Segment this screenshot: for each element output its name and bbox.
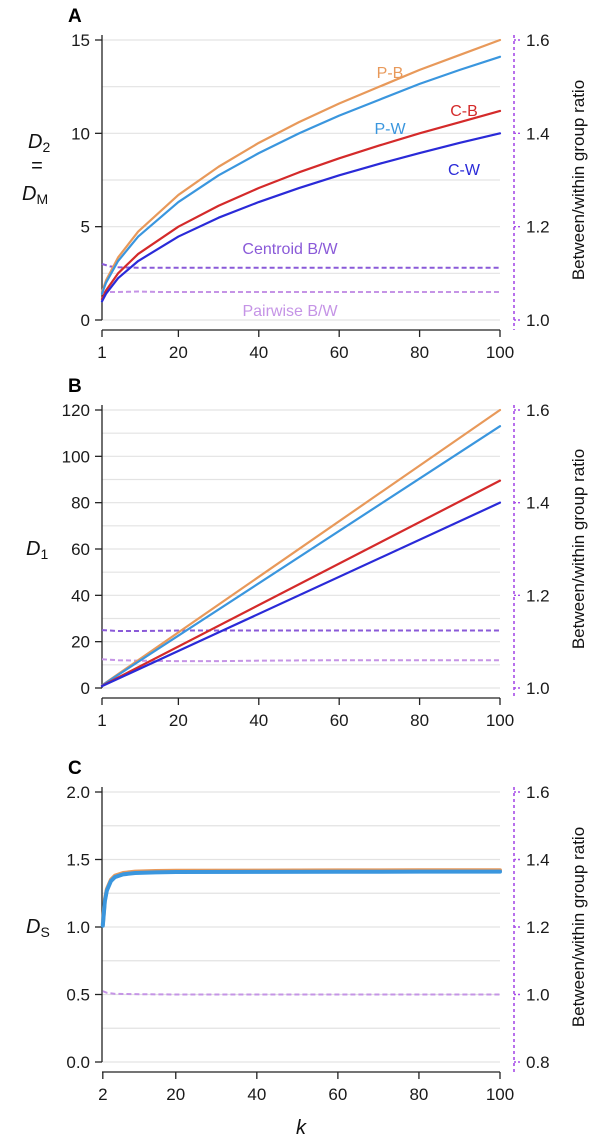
ratio-line-pairwise-b-w xyxy=(102,990,500,996)
panel-a: A 0 5 10 15 1 20 40 60 80 100 1.0 1.2 1.4 1.6 Between/w… xyxy=(22,6,588,362)
y-axis-title: DS xyxy=(26,916,50,940)
y-tick-label: 10 xyxy=(71,124,90,143)
y-tick-label: 0.5 xyxy=(66,986,90,1005)
y2-tick-label: 1.0 xyxy=(526,679,550,698)
y2-tick-label: 1.0 xyxy=(526,311,550,330)
x-tick-label: 1 xyxy=(97,711,106,730)
y-tick-label: 1.0 xyxy=(66,918,90,937)
x-tick-label: 1 xyxy=(97,343,106,362)
y2-tick-label: 1.2 xyxy=(526,918,550,937)
panel-label: B xyxy=(68,376,82,397)
annotation-pairwise: Pairwise B/W xyxy=(242,303,338,320)
y-tick-label: 80 xyxy=(71,494,90,513)
annotation-centroid: Centroid B/W xyxy=(242,241,338,258)
y-tick-label: 0 xyxy=(81,311,90,330)
x-tick-label: 20 xyxy=(166,1085,185,1104)
x-tick-label: 100 xyxy=(486,343,514,362)
x-tick-label: 100 xyxy=(486,1085,514,1104)
y2-tick-label: 1.2 xyxy=(526,218,550,237)
y-tick-label: 15 xyxy=(71,31,90,50)
y2-axis-title: Between/within group ratio xyxy=(569,449,588,649)
series-line-c-w xyxy=(100,132,502,303)
series-line-c-b xyxy=(100,109,502,301)
y-tick-label: 1.5 xyxy=(66,851,90,870)
y-tick-label: 5 xyxy=(81,218,90,237)
y-tick-label: 40 xyxy=(71,586,90,605)
y-axis-title: D1 xyxy=(26,538,48,562)
panel-label: A xyxy=(68,6,82,27)
series-line-p-w xyxy=(100,425,502,687)
x-tick-label: 40 xyxy=(247,1085,266,1104)
y2-tick-label: 1.4 xyxy=(526,124,550,143)
series-line-c-w xyxy=(100,501,502,688)
y-axis-title: D2 xyxy=(28,131,50,155)
ratio-line-centroid-b-w xyxy=(101,263,500,269)
y-tick-label: 120 xyxy=(62,401,90,420)
y2-tick-label: 1.2 xyxy=(526,586,550,605)
series-line-p-b xyxy=(100,408,502,687)
panel-c: C 0.0 0.5 1.0 1.5 2.0 2 20 40 60 80 100 0.8 1.0 1.2 1.4… xyxy=(26,758,588,1139)
series-line-p-w xyxy=(100,55,502,295)
y2-tick-label: 0.8 xyxy=(526,1053,550,1072)
y-tick-label: 0.0 xyxy=(66,1053,90,1072)
y-tick-label: 60 xyxy=(71,540,90,559)
y2-tick-label: 1.0 xyxy=(526,986,550,1005)
y-axis-title-alt: DM xyxy=(22,183,48,207)
y2-axis-title: Between/within group ratio xyxy=(569,80,588,280)
series-line-c-b xyxy=(100,479,502,688)
y2-tick-label: 1.6 xyxy=(526,401,550,420)
y-tick-label: 20 xyxy=(71,633,90,652)
x-tick-label: 60 xyxy=(328,1085,347,1104)
ratio-line-centroid-b-w xyxy=(101,629,500,633)
y2-tick-label: 1.6 xyxy=(526,783,550,802)
y-tick-label: 2.0 xyxy=(66,783,90,802)
y-axis-title-equals: = xyxy=(31,155,43,177)
x-tick-label: 20 xyxy=(169,343,188,362)
x-tick-label: 80 xyxy=(409,1085,428,1104)
y2-axis-title: Between/within group ratio xyxy=(569,827,588,1027)
annotation-p-b: P-B xyxy=(377,65,404,82)
x-tick-label: 60 xyxy=(330,711,349,730)
series-line-p-b xyxy=(100,38,502,294)
panel-label: C xyxy=(68,758,82,779)
x-axis-title: k xyxy=(296,1117,307,1139)
annotation-p-w: P-W xyxy=(374,121,406,138)
y2-tick-label: 1.4 xyxy=(526,494,550,513)
y-tick-label: 0 xyxy=(81,679,90,698)
x-tick-label: 80 xyxy=(410,711,429,730)
x-tick-label: 2 xyxy=(98,1085,107,1104)
ratio-line-pairwise-b-w xyxy=(101,658,500,663)
y2-tick-label: 1.6 xyxy=(526,31,550,50)
x-tick-label: 80 xyxy=(410,343,429,362)
y-tick-label: 100 xyxy=(62,447,90,466)
series-line-p-w xyxy=(100,869,502,928)
x-tick-label: 100 xyxy=(486,711,514,730)
x-tick-label: 20 xyxy=(169,711,188,730)
series-line-p-b xyxy=(100,868,502,927)
x-tick-label: 60 xyxy=(330,343,349,362)
x-tick-label: 40 xyxy=(249,343,268,362)
y2-tick-label: 1.4 xyxy=(526,851,550,870)
annotation-c-w: C-W xyxy=(448,162,481,179)
annotation-c-b: C-B xyxy=(450,103,478,120)
x-tick-label: 40 xyxy=(249,711,268,730)
